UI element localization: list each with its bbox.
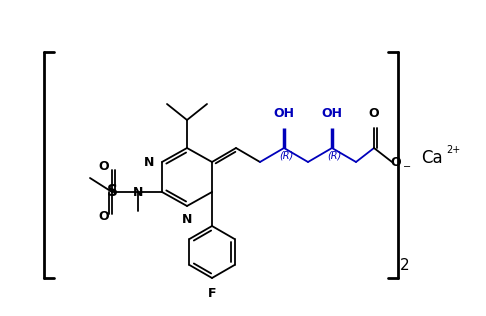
Text: (R): (R) (327, 151, 341, 161)
Text: F: F (208, 287, 216, 300)
Text: 2+: 2+ (446, 145, 460, 155)
Text: O: O (99, 161, 109, 173)
Text: O: O (391, 155, 401, 168)
Text: OH: OH (274, 107, 295, 120)
Text: N: N (144, 155, 154, 168)
Text: (R): (R) (279, 151, 293, 161)
Text: −: − (403, 162, 411, 172)
Text: OH: OH (322, 107, 343, 120)
Text: N: N (182, 213, 192, 226)
Text: 2: 2 (400, 258, 410, 272)
Text: O: O (369, 107, 379, 120)
Text: S: S (106, 185, 118, 199)
Text: O: O (99, 210, 109, 223)
Text: N: N (133, 185, 143, 198)
Text: Ca: Ca (421, 149, 443, 167)
